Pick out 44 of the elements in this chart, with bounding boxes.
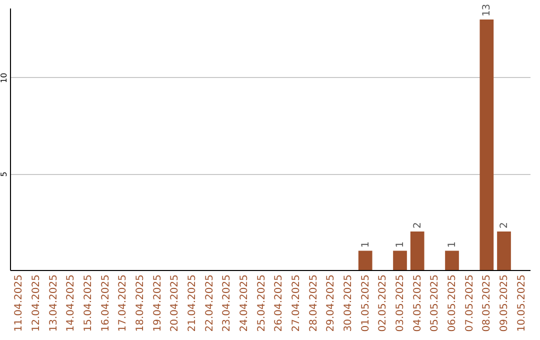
- x-tick-label: 26.04.2025: [274, 274, 285, 332]
- bar: [497, 231, 511, 270]
- x-tick-label: 10.05.2025: [516, 274, 528, 332]
- x-tick-label: 17.04.2025: [118, 274, 129, 332]
- x-tick-label: 05.05.2025: [430, 274, 441, 332]
- bar: [445, 250, 459, 270]
- x-tick-label: 23.04.2025: [222, 274, 233, 332]
- x-tick-label: 11.04.2025: [14, 274, 25, 332]
- x-tick-label: 20.04.2025: [170, 274, 181, 332]
- bar: [480, 20, 494, 270]
- data-label: 2: [499, 222, 510, 228]
- bar: [358, 250, 372, 270]
- x-tick-label: 25.04.2025: [256, 274, 268, 332]
- data-label: 13: [482, 4, 493, 17]
- x-tick-label: 15.04.2025: [83, 274, 94, 332]
- data-label: 1: [447, 241, 458, 248]
- y-tick-label: 5: [0, 172, 8, 177]
- bar: [393, 250, 407, 270]
- x-tick-label: 30.04.2025: [343, 274, 354, 332]
- x-tick-label: 04.05.2025: [412, 274, 424, 332]
- x-tick-label: 02.05.2025: [378, 274, 389, 332]
- x-tick-label: 18.04.2025: [135, 274, 146, 332]
- x-tick-label: 03.05.2025: [395, 274, 406, 332]
- x-tick-label: 08.05.2025: [482, 274, 493, 332]
- x-tick-label: 24.04.2025: [239, 274, 250, 332]
- x-tick-label: 19.04.2025: [152, 274, 164, 332]
- x-tick-label: 13.04.2025: [48, 274, 60, 332]
- x-tick-label: 21.04.2025: [187, 274, 198, 332]
- data-label: 1: [360, 241, 372, 248]
- x-tick-label: 09.05.2025: [499, 274, 510, 332]
- x-tick-label: 14.04.2025: [66, 274, 77, 332]
- x-tick-label: 29.04.2025: [326, 274, 337, 332]
- y-tick-label: 10: [0, 72, 8, 83]
- x-tick-label: 16.04.2025: [100, 274, 112, 332]
- x-tick-label: 12.04.2025: [31, 274, 42, 332]
- data-label: 1: [395, 241, 406, 248]
- x-tick-label: 27.04.2025: [291, 274, 302, 332]
- bar: [410, 231, 424, 270]
- x-tick-label: 22.04.2025: [204, 274, 216, 332]
- data-label: 2: [412, 222, 424, 228]
- x-tick-label: 06.05.2025: [447, 274, 458, 332]
- x-tick-label: 01.05.2025: [360, 274, 372, 332]
- x-tick-label: 07.05.2025: [464, 274, 476, 332]
- x-tick-label: 28.04.2025: [308, 274, 320, 332]
